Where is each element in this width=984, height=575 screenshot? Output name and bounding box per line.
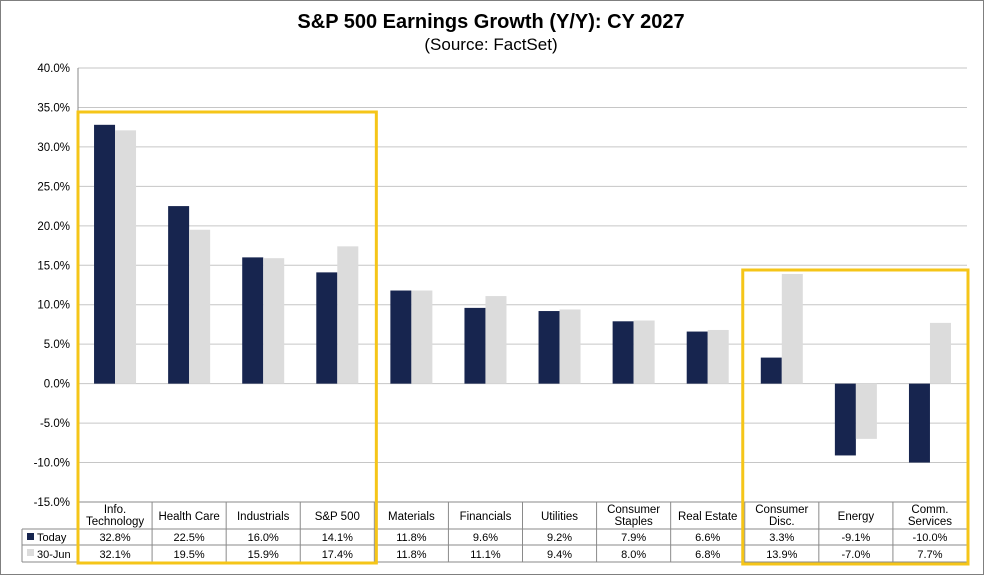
- y-tick-label: 15.0%: [37, 260, 70, 272]
- category-label: Utilities: [541, 511, 578, 523]
- chart-subtitle: (Source: FactSet): [424, 35, 557, 54]
- value-today: 11.8%: [396, 532, 427, 544]
- bar-today: [834, 383, 856, 456]
- y-tick-label: 25.0%: [37, 181, 70, 193]
- y-tick-label: 30.0%: [37, 142, 70, 154]
- chart-title: S&P 500 Earnings Growth (Y/Y): CY 2027: [297, 11, 684, 33]
- legend-key-today: [27, 533, 34, 540]
- bar-today: [316, 272, 338, 384]
- value-30-jun: 11.8%: [396, 549, 427, 561]
- value-today: 3.3%: [769, 532, 794, 544]
- bar-30-jun: [263, 258, 285, 384]
- bar-today: [908, 383, 930, 463]
- value-today: 16.0%: [248, 532, 279, 544]
- category-label: Consumer Disc.: [755, 504, 808, 528]
- category-label: Real Estate: [678, 511, 737, 523]
- bar-30-jun: [189, 229, 211, 384]
- bars: [94, 124, 951, 463]
- y-tick-label: 5.0%: [44, 339, 70, 351]
- y-tick-label: -10.0%: [34, 458, 70, 470]
- value-30-jun: 8.0%: [621, 549, 646, 561]
- value-today: -9.1%: [842, 532, 871, 544]
- bar-30-jun: [855, 383, 877, 439]
- category-label: Financials: [460, 511, 512, 523]
- value-30-jun: 19.5%: [174, 549, 205, 561]
- bar-30-jun: [929, 322, 951, 384]
- gridlines: [77, 67, 967, 503]
- value-30-jun: 11.1%: [470, 549, 501, 561]
- y-tick-label: -15.0%: [34, 497, 70, 509]
- bar-30-jun: [781, 273, 803, 384]
- value-30-jun: 15.9%: [248, 549, 279, 561]
- y-tick-label: 20.0%: [37, 221, 70, 233]
- value-today: 6.6%: [695, 532, 720, 544]
- y-axis: 40.0% 35.0% 30.0% 25.0% 20.0% 15.0% 10.0% 5.0% 0…: [34, 63, 70, 509]
- value-today: 7.9%: [621, 532, 646, 544]
- value-30-jun: 13.9%: [766, 549, 797, 561]
- bar-today: [760, 357, 782, 384]
- value-30-jun: 6.8%: [695, 549, 720, 561]
- category-label: Comm. Services: [908, 504, 952, 528]
- value-today: -10.0%: [913, 532, 948, 544]
- bar-today: [686, 331, 708, 384]
- bar-today: [242, 257, 264, 384]
- bar-30-jun: [485, 296, 507, 384]
- value-today: 9.2%: [547, 532, 572, 544]
- category-label: Health Care: [158, 511, 219, 523]
- bar-today: [168, 206, 190, 384]
- bar-today: [94, 124, 116, 384]
- bar-today: [390, 290, 412, 384]
- value-today: 14.1%: [322, 532, 353, 544]
- value-30-jun: -7.0%: [842, 549, 871, 561]
- bar-today: [464, 307, 486, 384]
- legend-key-30-jun: [27, 549, 34, 556]
- highlight-boxes: [76, 110, 970, 566]
- y-tick-label: 10.0%: [37, 300, 70, 312]
- data-table: Today 30-Jun Info. Technology 32.8% 32.1% Heal…: [21, 501, 968, 563]
- value-today: 32.8%: [99, 532, 130, 544]
- y-tick-label: 0.0%: [44, 379, 70, 391]
- category-label: S&P 500: [315, 511, 360, 523]
- bar-30-jun: [115, 130, 137, 384]
- highlight-box: [76, 110, 378, 565]
- bar-30-jun: [559, 309, 581, 384]
- y-tick-label: 35.0%: [37, 102, 70, 114]
- y-tick-label: 40.0%: [37, 63, 70, 75]
- bar-30-jun: [337, 246, 359, 384]
- category-label: Materials: [388, 511, 435, 523]
- highlight-box: [741, 268, 970, 566]
- value-30-jun: 7.7%: [917, 549, 942, 561]
- category-label: Industrials: [237, 511, 290, 523]
- value-30-jun: 17.4%: [322, 549, 353, 561]
- bar-today: [538, 311, 560, 384]
- category-label: Consumer Staples: [607, 504, 660, 528]
- legend-label-today: Today: [37, 532, 67, 544]
- y-tick-label: -5.0%: [40, 418, 70, 430]
- value-30-jun: 32.1%: [99, 549, 130, 561]
- bar-30-jun: [707, 329, 729, 384]
- category-label: Info. Technology: [86, 504, 144, 528]
- value-today: 9.6%: [473, 532, 498, 544]
- value-30-jun: 9.4%: [547, 549, 572, 561]
- bar-30-jun: [633, 320, 655, 384]
- category-label: Energy: [838, 511, 875, 523]
- bar-today: [612, 321, 634, 384]
- bar-30-jun: [411, 290, 433, 384]
- legend-label-30-jun: 30-Jun: [37, 549, 71, 561]
- value-today: 22.5%: [174, 532, 205, 544]
